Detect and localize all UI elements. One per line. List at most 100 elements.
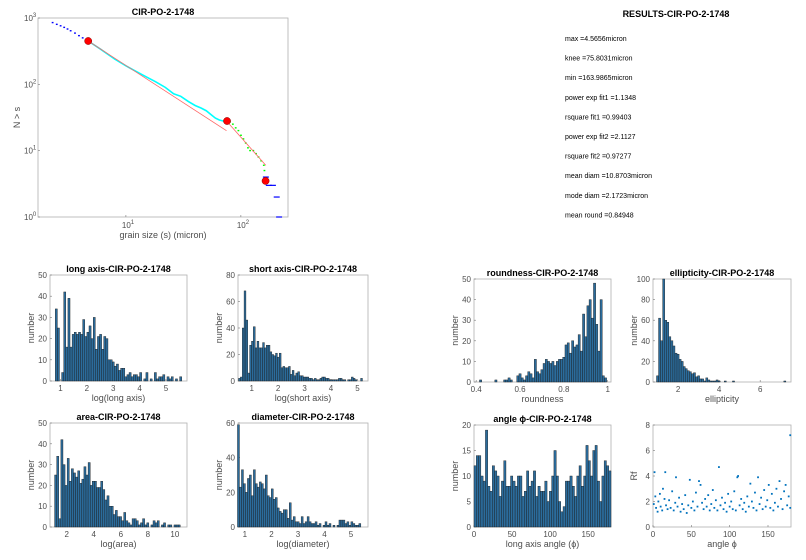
scatter-point bbox=[707, 494, 710, 497]
scatter-point bbox=[764, 505, 767, 508]
histogram-bar bbox=[347, 379, 350, 382]
scatter-point bbox=[775, 487, 778, 490]
histogram-bar bbox=[245, 319, 248, 382]
histogram-bar bbox=[322, 525, 326, 528]
y-axis-label: number bbox=[629, 315, 639, 346]
x-tick-label: 4 bbox=[137, 384, 142, 393]
y-tick-label: 0 bbox=[646, 378, 651, 387]
histogram-bar bbox=[271, 354, 274, 382]
histogram-bar bbox=[318, 523, 322, 528]
histogram-bar bbox=[149, 378, 153, 382]
histogram-bar bbox=[154, 372, 157, 382]
x-tick-label: 1 bbox=[58, 384, 63, 393]
scatter-point bbox=[682, 508, 685, 511]
histogram-bar bbox=[253, 326, 256, 382]
scatter-point bbox=[696, 505, 699, 508]
histogram-bar bbox=[672, 345, 676, 383]
histogram-bar bbox=[260, 347, 263, 382]
histogram-bar bbox=[487, 486, 491, 528]
scatter-point bbox=[743, 501, 746, 504]
histogram-bar bbox=[348, 525, 352, 528]
histogram-bar bbox=[547, 361, 550, 383]
histogram-bar bbox=[294, 521, 298, 528]
histogram-bar bbox=[537, 486, 541, 528]
histogram-bar bbox=[290, 519, 294, 528]
series-data-small-point bbox=[55, 23, 58, 26]
histogram-bar bbox=[693, 372, 696, 383]
x-tick-label: 4 bbox=[717, 385, 722, 394]
histogram-bar bbox=[353, 378, 356, 382]
histogram-bar bbox=[599, 299, 603, 383]
histogram-bar bbox=[295, 372, 298, 382]
histogram-bar bbox=[316, 525, 320, 528]
histogram-bar bbox=[168, 378, 172, 382]
histogram-bar bbox=[170, 376, 174, 382]
histogram-bar bbox=[92, 481, 95, 528]
histogram-bar bbox=[564, 344, 568, 383]
histogram-bar bbox=[682, 366, 686, 383]
x-tick-label: 4 bbox=[329, 384, 334, 393]
histogram-bar bbox=[358, 523, 362, 528]
scatter-point bbox=[676, 505, 679, 508]
histogram-bar bbox=[544, 480, 548, 528]
x-axis-label: roundness bbox=[521, 394, 564, 404]
plot-area bbox=[37, 17, 289, 218]
histogram-bar bbox=[175, 378, 178, 382]
x-tick-label: 2 bbox=[269, 530, 274, 539]
x-tick-label: 8 bbox=[146, 530, 151, 539]
chart-title: ellipticity-CIR-PO-2-1748 bbox=[670, 268, 775, 278]
histogram-bar bbox=[338, 519, 342, 528]
scatter-point bbox=[674, 501, 677, 504]
scatter-point bbox=[661, 509, 664, 512]
histogram-bar bbox=[114, 365, 117, 382]
x-tick-label: 100 bbox=[543, 530, 557, 539]
histogram-bar bbox=[263, 488, 266, 528]
result-line: rsquare fit2 =0.97277 bbox=[565, 154, 631, 161]
y-tick-label: 0 bbox=[467, 378, 472, 387]
histogram-bar bbox=[169, 524, 173, 528]
scatter-point bbox=[763, 489, 766, 491]
y-tick-label: 101 bbox=[24, 146, 37, 156]
histogram-bar bbox=[492, 465, 495, 528]
x-tick-label: 0.6 bbox=[514, 385, 526, 394]
chart-title: diameter-CIR-PO-2-1748 bbox=[251, 412, 354, 422]
y-tick-label: 40 bbox=[462, 296, 471, 305]
histogram-bar bbox=[93, 317, 96, 382]
histogram-bar bbox=[302, 523, 306, 528]
histogram-bar bbox=[111, 361, 115, 382]
histogram-bar bbox=[523, 379, 526, 383]
histogram-bar bbox=[277, 507, 280, 528]
y-tick-label: 0 bbox=[646, 523, 651, 532]
histogram-bar bbox=[86, 332, 90, 382]
histogram-bar bbox=[76, 334, 79, 382]
histogram-bar bbox=[312, 523, 316, 528]
histogram-bar bbox=[343, 379, 347, 382]
histogram-bar bbox=[101, 349, 104, 382]
scatter-point bbox=[704, 498, 707, 500]
histogram-bar bbox=[144, 524, 147, 528]
histogram-bar bbox=[269, 497, 272, 528]
y-tick-label: 30 bbox=[462, 316, 471, 325]
histogram-bar bbox=[136, 520, 139, 528]
y-tick-label: 20 bbox=[226, 488, 235, 497]
histogram-bar bbox=[60, 439, 64, 528]
y-tick-label: 60 bbox=[226, 298, 235, 307]
scatter-point bbox=[693, 509, 696, 512]
histogram-bar bbox=[84, 336, 88, 382]
chart-title: short axis-CIR-PO-2-1748 bbox=[249, 264, 357, 274]
histogram-bar bbox=[267, 495, 270, 528]
histogram-bar bbox=[152, 520, 156, 528]
histogram-bar bbox=[516, 375, 520, 383]
series-data-fit2-point bbox=[237, 129, 240, 132]
histogram-bar bbox=[512, 480, 516, 528]
histogram-bar bbox=[124, 376, 128, 382]
histogram-bar bbox=[308, 521, 312, 528]
histogram-bar bbox=[542, 363, 546, 383]
histogram-bar bbox=[526, 470, 529, 528]
chart-diam: diameter-CIR-PO-2-1748 log(diameter) numbe… bbox=[214, 412, 369, 549]
histogram-bar bbox=[530, 480, 534, 528]
histogram-bar bbox=[257, 486, 260, 528]
histogram-bar bbox=[521, 496, 525, 528]
histogram-bar bbox=[275, 352, 278, 382]
histogram-bar bbox=[354, 379, 358, 382]
